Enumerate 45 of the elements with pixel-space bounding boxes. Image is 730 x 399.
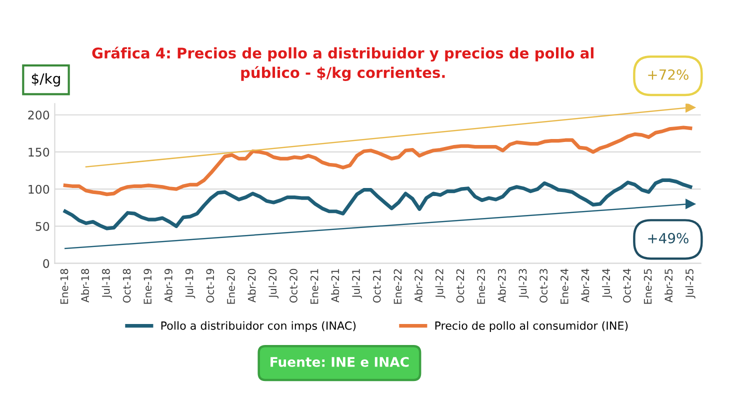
x-tick-label: Abr-22 [414,269,422,302]
x-tick-label: Oct-23 [540,269,548,303]
y-tick-label: 200 [28,110,50,120]
x-tick-label: Oct-20 [290,268,298,303]
x-tick-label: Jul-21 [352,269,362,298]
x-tick-label: Jul-18 [102,268,112,298]
x-tick-label: Jul-19 [185,268,196,298]
x-tick-label: Abr-20 [248,268,256,302]
x-tick-label: Ene-25 [644,269,652,304]
y-axis-title: $/kg [32,73,60,87]
text: +72% [648,69,688,80]
x-tick-label: Abr-21 [331,269,340,302]
x-tick-label: Jul-22 [435,269,446,298]
legend-label: Precio de pollo al consumidor (INE) [435,321,628,332]
source-note: Fuente: INE e INAC [270,356,409,367]
annotation: +49% [648,232,688,244]
x-tick-label: Ene-22 [394,269,402,304]
x-tick-label: Ene-18 [60,268,68,304]
x-tick-label: Oct-21 [372,269,381,303]
legend-label: Pollo a distribuidor con imps (INAC) [161,321,356,332]
x-tick-label: Abr-23 [498,269,506,302]
x-tick-label: Jul-24 [602,268,612,298]
x-tick-label: Abr-19 [164,268,172,302]
chart-title: Gráfica 4: Precios de pollo a distribuidor y precios de pollo al público - $/kg corrientes. [92,46,594,81]
x-tick-label: Ene-23 [477,269,485,304]
x-tick-label: Abr-25 [664,269,673,302]
y-tick-label: 50 [36,222,50,231]
x-tick-label: Abr-18 [80,268,90,302]
x-tick-label: Ene-19 [144,268,152,304]
x-tick-label: Oct-22 [456,269,464,303]
x-tick-label: Ene-21 [310,269,318,304]
x-tick-label: Jul-23 [518,269,529,298]
x-tick-label: Ene-24 [560,268,568,304]
y-tick-label: 100 [28,184,50,194]
x-tick-label: Oct-18 [122,268,131,303]
x-tick-label: Oct-19 [206,268,214,303]
y-tick-label: 150 [28,148,50,157]
line-series [63,126,692,196]
x-tick-label: Abr-24 [581,268,590,302]
y-tick-label: 0 [43,259,50,268]
line-series [63,178,692,230]
x-tick-label: Jul-20 [268,268,279,298]
x-tick-label: Ene-20 [227,268,235,304]
x-tick-label: Jul-25 [685,269,696,298]
x-tick-label: Oct-24 [623,268,631,303]
